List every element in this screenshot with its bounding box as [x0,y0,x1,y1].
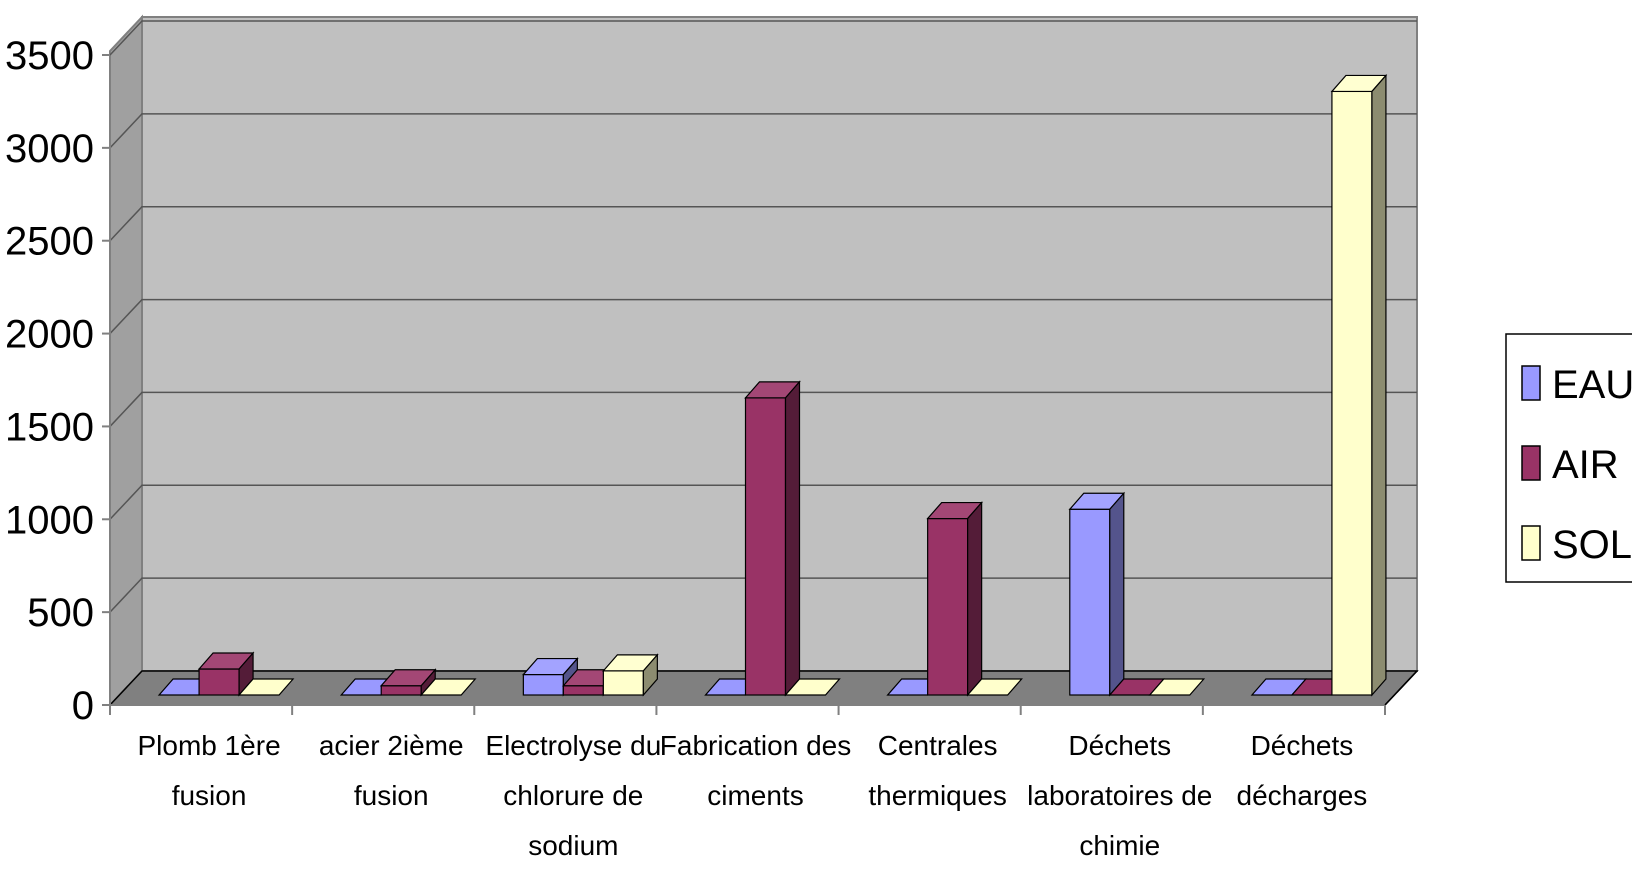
gridline [109,577,1417,613]
x-tick-label: Déchets laboratoires de chimie [1027,730,1212,861]
bars [157,73,1388,697]
legend: EAU AIR SOL [1505,333,1632,583]
x-axis-ticks: Plomb 1ère fusion acier 2ième fusion Electro… [109,705,1386,861]
legend-label: EAU [1552,363,1632,407]
gridline [109,484,1417,520]
bar [784,678,841,696]
y-tick-label: 2500 [5,220,94,264]
gridline [109,391,1417,427]
y-tick-label: 3500 [5,34,94,78]
x-tick-label: Centrales thermiques [868,730,1007,811]
axes [109,89,1418,706]
legend-swatch [1521,525,1541,561]
gridline [109,113,1417,149]
bar [1330,73,1388,697]
x-tick-label: acier 2ième fusion [319,730,464,811]
bar [237,678,295,696]
x-tick-label: Plomb 1ère fusion [137,730,280,811]
y-tick-label: 0 [72,684,94,728]
gridline [109,20,1417,56]
legend-label: SOL [1552,523,1632,567]
gridlines [109,20,1417,613]
y-tick-label: 3000 [5,127,94,171]
bar [1148,678,1206,696]
y-tick-label: 2000 [5,313,94,357]
y-tick-label: 500 [27,591,94,635]
bar [419,678,477,696]
legend-label: AIR [1552,443,1619,487]
bar [602,653,659,697]
x-tick-label: Déchets décharges [1237,730,1368,811]
gridline [109,298,1417,335]
legend-swatch [1521,445,1541,481]
bar [744,380,801,697]
x-tick-label: Fabrication des ciments [660,730,851,811]
y-axis-ticks: 0 500 1000 1500 2000 2500 3000 3500 [5,34,110,728]
y-tick-label: 1000 [5,498,94,542]
bar [926,500,983,697]
y-tick-label: 1500 [5,405,94,449]
x-tick-label: Electrolyse du chlorure de sodium [485,730,661,861]
side-wall [109,14,143,708]
bar [966,678,1023,696]
gridline [109,205,1417,242]
legend-swatch [1521,365,1541,401]
bar [1068,491,1126,697]
